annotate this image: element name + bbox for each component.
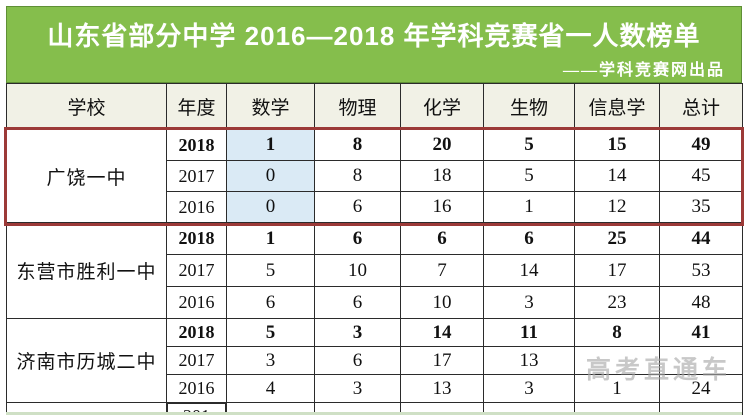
col-header-total: 总计 [659, 83, 743, 130]
cell-informatics: 17 [574, 254, 660, 287]
col-header-chemistry: 化学 [400, 83, 484, 130]
cell-biology: 3 [483, 286, 575, 319]
cell-math: 1 [226, 129, 315, 161]
cell-physics: 6 [314, 191, 401, 223]
cell-math: 5 [226, 254, 315, 287]
cell-biology: 5 [483, 160, 575, 192]
cell-math: 0 [226, 191, 315, 223]
cell-total: 49 [659, 129, 743, 161]
cell-year: 2018 [166, 318, 227, 347]
page-title: 山东省部分中学 2016—2018 年学科竞赛省一人数榜单 [47, 21, 701, 51]
cell-chemistry: 14 [400, 318, 484, 347]
year-row: 2017 5 10 7 14 17 53 [7, 254, 743, 287]
cell-physics: 3 [314, 318, 401, 347]
school-name-cell: 东营市胜利一中 [6, 222, 167, 319]
cell-informatics: 14 [574, 160, 660, 192]
cell-chemistry: 10 [400, 286, 484, 319]
year-row: 东营市胜利一中 2018 1 6 6 6 25 44 [6, 222, 743, 319]
cell-math: 3 [226, 346, 315, 375]
cell-biology: 14 [483, 254, 575, 287]
cell-chemistry: 6 [400, 222, 484, 255]
cell-math: 4 [226, 374, 315, 403]
cell-biology: 13 [483, 346, 575, 375]
cell-math: 0 [226, 160, 315, 192]
cell-physics: 3 [314, 374, 401, 403]
cell-chemistry: 17 [400, 346, 484, 375]
year-row: 济南市历城二中 2018 5 3 14 11 8 41 [6, 318, 743, 403]
cell-physics: 8 [314, 129, 401, 161]
cell-biology: 1 [483, 191, 575, 223]
credit-line: ——学科竞赛网出品 [562, 62, 725, 79]
cell-physics: 6 [314, 222, 401, 255]
cell-informatics: 23 [574, 286, 660, 319]
cell-year: 2017 [166, 254, 227, 287]
cell-total: 44 [659, 222, 743, 255]
cell-total: 24 [659, 374, 743, 403]
year-row: 广饶一中 2018 1 8 20 5 15 49 [6, 129, 743, 223]
year-row: 2017 0 8 18 5 14 45 [7, 160, 743, 192]
col-header-math: 数学 [226, 83, 315, 130]
cell-informatics: 12 [574, 191, 660, 223]
cell-math: 1 [226, 222, 315, 255]
col-header-biology: 生物 [483, 83, 575, 130]
col-header-year: 年度 [166, 83, 227, 130]
cell-chemistry: 13 [400, 374, 484, 403]
table-header-row: 学校 年度 数学 物理 化学 生物 信息学 总计 [6, 83, 743, 130]
cell-chemistry: 16 [400, 191, 484, 223]
cell-math: 6 [226, 286, 315, 319]
cell-physics: 6 [314, 286, 401, 319]
cell-biology: 3 [483, 374, 575, 403]
col-header-physics: 物理 [314, 83, 401, 130]
cell-biology: 11 [483, 318, 575, 347]
title-banner: 山东省部分中学 2016—2018 年学科竞赛省一人数榜单 ——学科竞赛网出品 [6, 6, 742, 83]
partial-cutoff-row: 201 [6, 402, 743, 415]
cell-informatics: 15 [574, 129, 660, 161]
cell-year: 2016 [166, 191, 227, 223]
cell-physics: 10 [314, 254, 401, 287]
cell-chemistry: 20 [400, 129, 484, 161]
cell-year: 2017 [166, 160, 227, 192]
cell-total: 53 [659, 254, 743, 287]
cell-total: 41 [659, 318, 743, 347]
cell-physics: 6 [314, 346, 401, 375]
cell-total: 45 [659, 160, 743, 192]
school-name-cell: 济南市历城二中 [6, 318, 167, 403]
cell-total: 35 [659, 191, 743, 223]
cell-chemistry: 7 [400, 254, 484, 287]
bottom-edge-strip [6, 412, 742, 415]
cell-year: 2018 [166, 129, 227, 161]
cell-informatics: 25 [574, 222, 660, 255]
cell-total-obscured [659, 346, 743, 375]
cell-total: 48 [659, 286, 743, 319]
cell-math: 5 [226, 318, 315, 347]
cell-informatics-obscured [574, 346, 660, 375]
cell-informatics: 8 [574, 318, 660, 347]
competition-table: 学校 年度 数学 物理 化学 生物 信息学 总计 广饶一中 2018 1 8 2… [6, 83, 743, 415]
cell-physics: 8 [314, 160, 401, 192]
col-header-informatics: 信息学 [574, 83, 660, 130]
year-row: 2016 4 3 13 3 1 24 [7, 374, 743, 403]
cell-informatics: 1 [574, 374, 660, 403]
cell-biology: 5 [483, 129, 575, 161]
col-header-school: 学校 [6, 83, 167, 130]
cell-biology: 6 [483, 222, 575, 255]
cell-year: 2018 [166, 222, 227, 255]
cell-chemistry: 18 [400, 160, 484, 192]
cell-year: 2017 [166, 346, 227, 375]
cell-year: 2016 [166, 286, 227, 319]
cell-year: 2016 [166, 374, 227, 403]
school-name-cell: 广饶一中 [6, 129, 167, 223]
